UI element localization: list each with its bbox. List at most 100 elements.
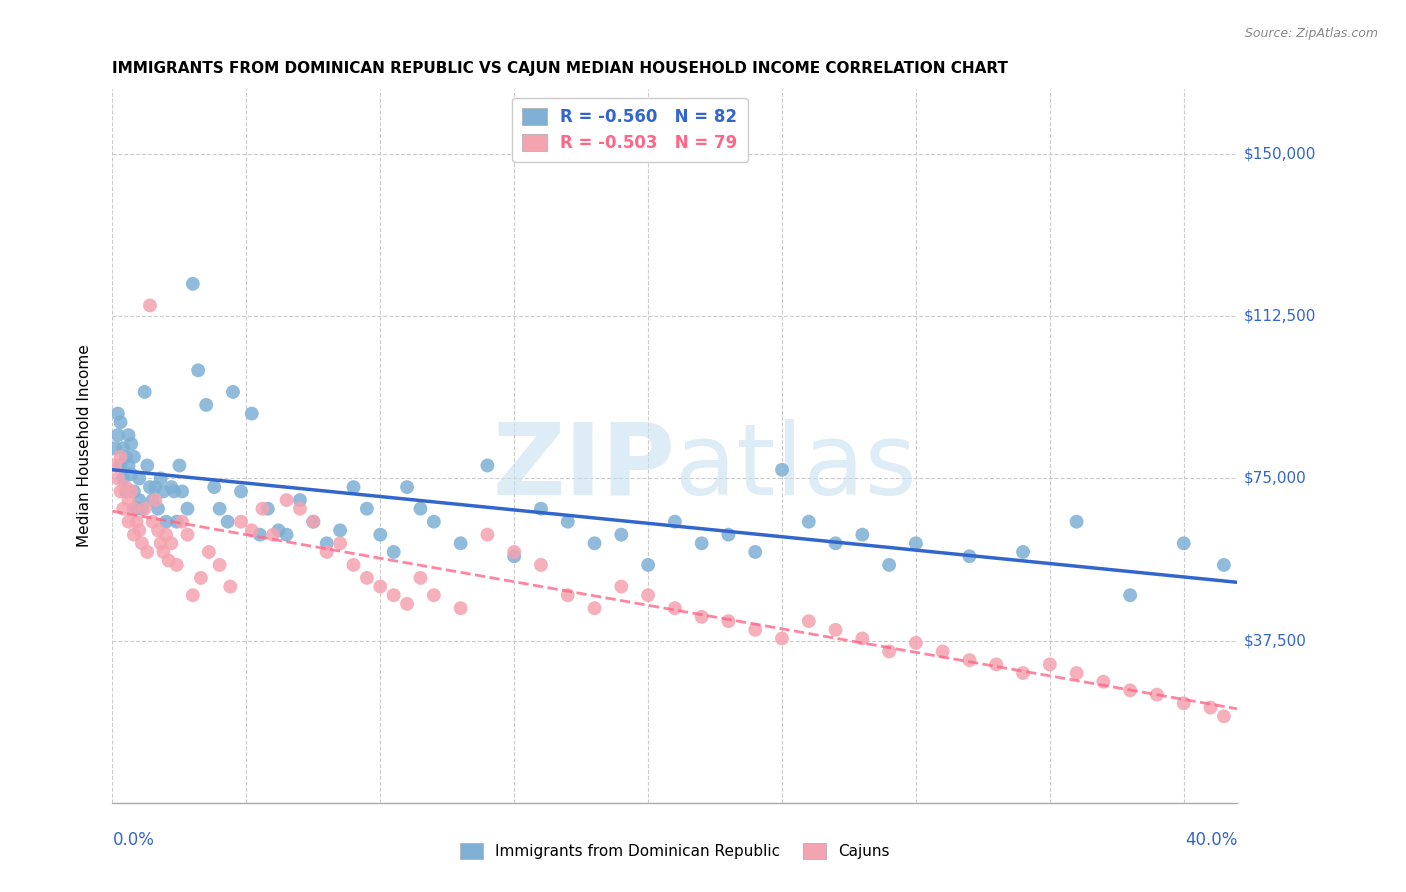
- Point: [240, 407, 263, 421]
- Point: [1066, 666, 1088, 681]
- Point: [409, 501, 432, 516]
- Point: [610, 580, 633, 594]
- Point: [423, 515, 446, 529]
- Text: $150,000: $150,000: [1244, 146, 1316, 161]
- Point: [356, 501, 378, 516]
- Point: [110, 458, 132, 473]
- Point: [409, 571, 432, 585]
- Point: [115, 450, 138, 464]
- Point: [120, 437, 142, 451]
- Point: [208, 501, 231, 516]
- Point: [851, 527, 873, 541]
- Point: [136, 545, 159, 559]
- Point: [219, 580, 242, 594]
- Point: [396, 480, 419, 494]
- Point: [477, 458, 499, 473]
- Point: [1066, 515, 1088, 529]
- Point: [104, 458, 127, 473]
- Point: [744, 545, 766, 559]
- Point: [110, 484, 132, 499]
- Point: [134, 501, 156, 516]
- Point: [117, 515, 139, 529]
- Point: [190, 571, 212, 585]
- Point: [110, 415, 132, 429]
- Text: $37,500: $37,500: [1244, 633, 1308, 648]
- Point: [315, 545, 337, 559]
- Point: [142, 493, 165, 508]
- Point: [139, 480, 162, 494]
- Point: [139, 298, 162, 312]
- Point: [477, 527, 499, 541]
- Point: [557, 588, 579, 602]
- Text: 40.0%: 40.0%: [1185, 831, 1237, 849]
- Point: [117, 493, 139, 508]
- Text: atlas: atlas: [675, 419, 917, 516]
- Point: [256, 501, 278, 516]
- Point: [166, 515, 188, 529]
- Point: [396, 597, 419, 611]
- Point: [824, 536, 846, 550]
- Point: [959, 549, 981, 564]
- Point: [107, 428, 129, 442]
- Point: [664, 515, 686, 529]
- Point: [368, 527, 391, 541]
- Point: [530, 558, 553, 572]
- Point: [664, 601, 686, 615]
- Point: [342, 480, 364, 494]
- Point: [160, 536, 183, 550]
- Point: [166, 558, 188, 572]
- Text: 0.0%: 0.0%: [112, 831, 155, 849]
- Point: [1173, 536, 1195, 550]
- Point: [583, 536, 606, 550]
- Point: [252, 501, 274, 516]
- Point: [128, 471, 150, 485]
- Point: [110, 450, 132, 464]
- Point: [143, 493, 166, 508]
- Point: [824, 623, 846, 637]
- Point: [302, 515, 325, 529]
- Point: [131, 536, 153, 550]
- Point: [115, 484, 138, 499]
- Point: [877, 558, 900, 572]
- Point: [931, 644, 953, 658]
- Point: [131, 501, 153, 516]
- Point: [770, 632, 793, 646]
- Point: [115, 480, 138, 494]
- Point: [169, 458, 191, 473]
- Point: [136, 458, 159, 473]
- Point: [986, 657, 1008, 672]
- Point: [112, 471, 135, 485]
- Point: [1146, 688, 1168, 702]
- Point: [229, 484, 252, 499]
- Point: [503, 545, 526, 559]
- Point: [276, 527, 298, 541]
- Point: [267, 524, 290, 538]
- Point: [117, 428, 139, 442]
- Point: [176, 527, 198, 541]
- Point: [450, 536, 472, 550]
- Point: [176, 501, 198, 516]
- Point: [107, 471, 129, 485]
- Point: [222, 384, 245, 399]
- Y-axis label: Median Household Income: Median Household Income: [77, 344, 91, 548]
- Point: [637, 558, 659, 572]
- Point: [187, 363, 209, 377]
- Point: [112, 501, 135, 516]
- Point: [904, 536, 927, 550]
- Point: [690, 610, 713, 624]
- Point: [797, 515, 820, 529]
- Point: [172, 515, 194, 529]
- Text: Source: ZipAtlas.com: Source: ZipAtlas.com: [1244, 27, 1378, 40]
- Point: [181, 277, 204, 291]
- Point: [637, 588, 659, 602]
- Point: [583, 601, 606, 615]
- Point: [229, 515, 252, 529]
- Point: [202, 480, 225, 494]
- Point: [797, 614, 820, 628]
- Point: [1173, 696, 1195, 710]
- Point: [157, 553, 180, 567]
- Point: [770, 463, 793, 477]
- Text: $112,500: $112,500: [1244, 309, 1316, 324]
- Point: [329, 536, 352, 550]
- Point: [198, 545, 221, 559]
